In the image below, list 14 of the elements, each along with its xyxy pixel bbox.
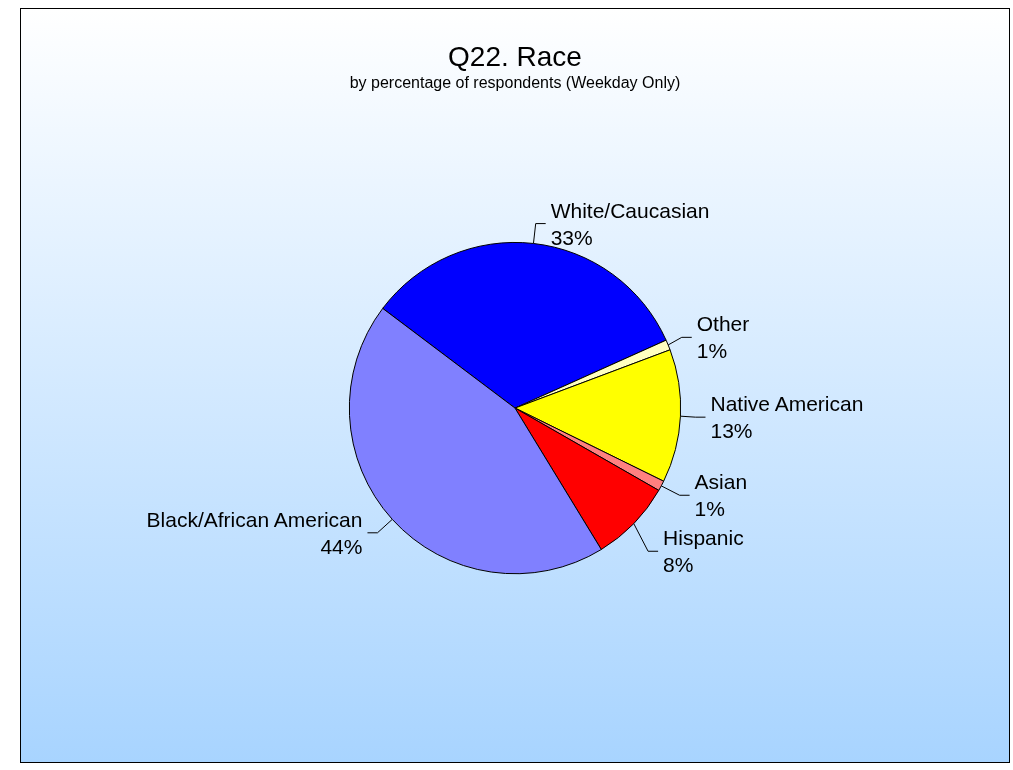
chart-title: Q22. Race	[448, 40, 582, 72]
slice-label: Other	[696, 312, 750, 336]
data-label: 13%	[710, 419, 753, 443]
slice-label: White/Caucasian	[550, 198, 710, 222]
data-label: 1%	[696, 339, 728, 363]
chart-subtitle: by percentage of respondents (Weekday Only)	[349, 73, 681, 91]
slice-label: Black/African American	[146, 507, 363, 531]
slice-label: Asian	[694, 470, 748, 494]
data-label: 44%	[320, 534, 363, 558]
slice-label: Native American	[710, 392, 864, 416]
data-label: 1%	[694, 497, 725, 521]
data-label: 8%	[663, 553, 694, 577]
slice-label: Hispanic	[663, 526, 744, 550]
data-label: 33%	[550, 225, 593, 249]
